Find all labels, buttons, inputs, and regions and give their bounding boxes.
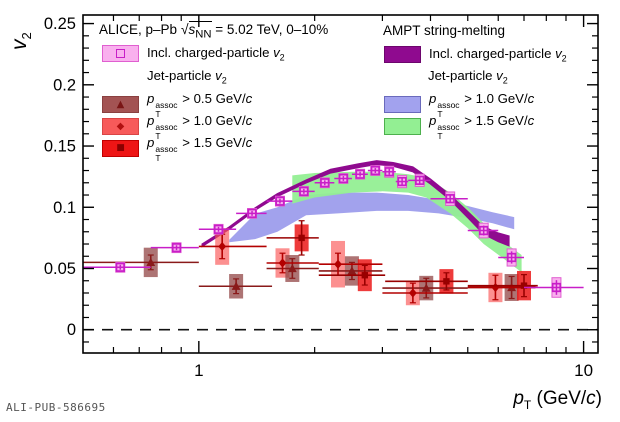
ampt-incl-swatch <box>384 46 421 64</box>
legend-item-ampt-incl: Incl. charged-particle v2 <box>384 46 567 64</box>
legend-item-assoc-1p0: ◆ p assoc T > 1.0 GeV/c <box>102 113 252 140</box>
assoc-1p5-label: p assoc T > 1.5 GeV/c <box>147 135 253 163</box>
ampt-assoc-1p0-label: p assoc T > 1.0 GeV/c <box>429 91 535 119</box>
ampt-jet-label: Jet-particle v2 <box>428 68 508 86</box>
svg-text:0: 0 <box>67 321 76 339</box>
triangle-marker-icon: ▲ <box>116 98 125 110</box>
incl-charged-swatch <box>102 45 139 63</box>
sqrt-symbol: √ <box>180 21 189 37</box>
svg-text:0.05: 0.05 <box>44 260 76 278</box>
ampt-incl-label: Incl. charged-particle v2 <box>429 46 567 64</box>
legend-item-ampt-assoc-1p5: p assoc T > 1.5 GeV/c <box>384 113 534 140</box>
assoc-0p5-swatch: ▲ <box>102 96 139 113</box>
legend-ampt-jet-heading: Jet-particle v2 <box>428 68 508 86</box>
legend-item-ampt-assoc-1p0: p assoc T > 1.0 GeV/c <box>384 91 534 118</box>
open-square-marker-icon <box>116 49 125 59</box>
svg-text:0.25: 0.25 <box>44 15 76 33</box>
svg-text:10: 10 <box>574 361 593 380</box>
assoc-1p0-label: p assoc T > 1.0 GeV/c <box>147 113 253 141</box>
incl-charged-label: Incl. charged-particle v2 <box>147 45 285 63</box>
square-marker-icon: ■ <box>116 143 125 153</box>
legend-jet-particle-heading: Jet-particle v2 <box>147 68 227 86</box>
assoc-0p5-label: p assoc T > 0.5 GeV/c <box>147 91 253 119</box>
y-axis-title: v2 <box>8 32 35 50</box>
figure-id: ALI-PUB-586695 <box>6 401 106 414</box>
legend-item-assoc-0p5: ▲ p assoc T > 0.5 GeV/c <box>102 91 252 118</box>
legend-item-incl-charged: Incl. charged-particle v2 <box>102 45 285 63</box>
jet-particle-label: Jet-particle v2 <box>147 68 227 86</box>
ampt-assoc-1p0-swatch <box>384 96 421 113</box>
svg-text:0.2: 0.2 <box>53 76 76 94</box>
svg-text:1: 1 <box>194 361 203 380</box>
legend-ampt-title: AMPT string-melting <box>383 23 506 38</box>
assoc-1p0-swatch: ◆ <box>102 118 139 135</box>
svg-text:0.1: 0.1 <box>53 199 76 217</box>
legend-item-assoc-1p5: ■ p assoc T > 1.5 GeV/c <box>102 135 252 162</box>
diamond-marker-icon: ◆ <box>116 120 125 132</box>
svg-text:0.15: 0.15 <box>44 138 76 156</box>
legend-data-title: ALICE, p–Pb √sNN = 5.02 TeV, 0–10% <box>99 21 329 41</box>
ampt-assoc-1p5-swatch <box>384 118 421 135</box>
ampt-assoc-1p5-label: p assoc T > 1.5 GeV/c <box>429 113 535 141</box>
assoc-1p5-swatch: ■ <box>102 140 139 157</box>
x-axis-title: pT (GeV/c) <box>513 388 602 412</box>
